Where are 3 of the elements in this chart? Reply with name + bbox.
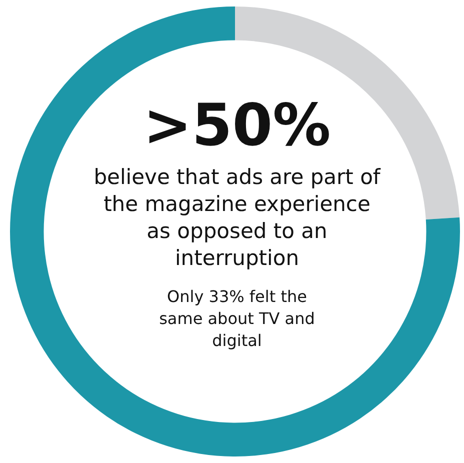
- text: believe that ads are part of the magazine experience as opposed to an interruption: [92, 164, 382, 272]
- text: >50%: [142, 90, 332, 160]
- text: Only 33% felt the same about TV and digital: [158, 286, 316, 352]
